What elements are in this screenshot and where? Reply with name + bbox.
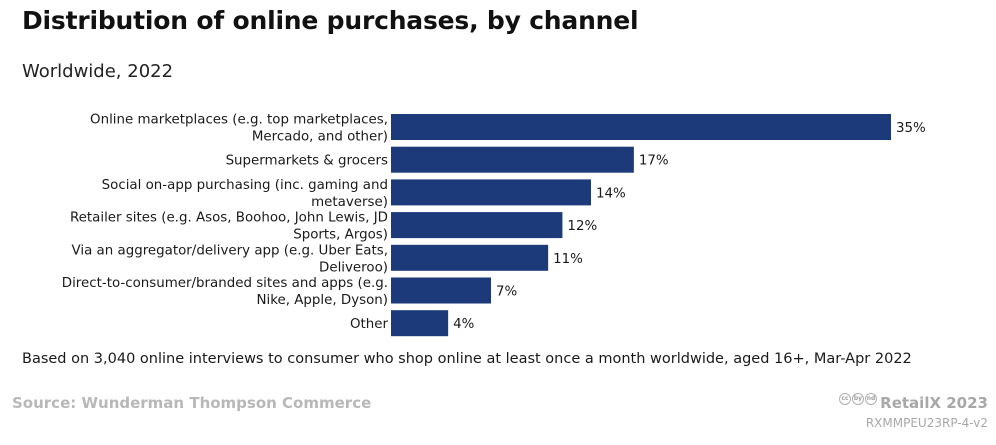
category-label-3-line-1: Sports, Argos) [293, 228, 388, 243]
value-label-0: 35% [896, 121, 926, 136]
category-label-2-line-1: metaverse) [311, 195, 388, 210]
category-label-4-line-0: Via an aggregator/delivery app (e.g. Ube… [72, 243, 389, 258]
category-label-1: Supermarkets & grocers [226, 154, 388, 169]
value-label-1: 17% [639, 154, 669, 169]
bar-2 [391, 179, 591, 206]
value-label-2: 14% [596, 186, 626, 201]
value-label-6: 4% [453, 317, 474, 332]
report-code: RXMMPEU23RP-4-v2 [865, 416, 988, 430]
value-label-4: 11% [553, 252, 583, 267]
category-label-3-line-0: Retailer sites (e.g. Asos, Boohoo, John … [70, 211, 388, 226]
bar-5 [391, 277, 491, 304]
category-label-0-line-1: Mercado, and other) [252, 130, 388, 145]
bar-1 [391, 146, 634, 173]
category-label-0-line-0: Online marketplaces (e.g. top marketplac… [90, 113, 388, 128]
source-credit: Source: Wunderman Thompson Commerce [12, 394, 372, 412]
bar-4 [391, 244, 549, 271]
category-label-5-line-0: Direct-to-consumer/branded sites and app… [62, 276, 388, 291]
bar-6 [391, 310, 449, 337]
category-label-4-line-1: Deliveroo) [319, 260, 388, 275]
cc-icon: cc [839, 393, 851, 405]
brand-label: RetailX 2023 [880, 394, 988, 412]
bar-chart: 35% Online marketplaces (e.g. top marketp… [62, 113, 926, 337]
value-label-3: 12% [567, 219, 597, 234]
chart-title: Distribution of online purchases, by cha… [22, 6, 639, 35]
bar-0 [391, 114, 891, 140]
no-derivatives-icon: nd [865, 393, 877, 405]
category-label-2-line-0: Social on-app purchasing (inc. gaming an… [102, 178, 388, 193]
attribution-icon: by [852, 393, 864, 405]
methodology-note: Based on 3,040 online interviews to cons… [22, 351, 912, 367]
value-label-5: 7% [496, 285, 517, 300]
category-label-6: Other [350, 317, 389, 332]
chart-subtitle: Worldwide, 2022 [22, 61, 174, 82]
creative-commons-icons: cc by nd [839, 393, 877, 405]
category-label-5-line-1: Nike, Apple, Dyson) [256, 293, 388, 308]
bar-3 [391, 212, 563, 239]
